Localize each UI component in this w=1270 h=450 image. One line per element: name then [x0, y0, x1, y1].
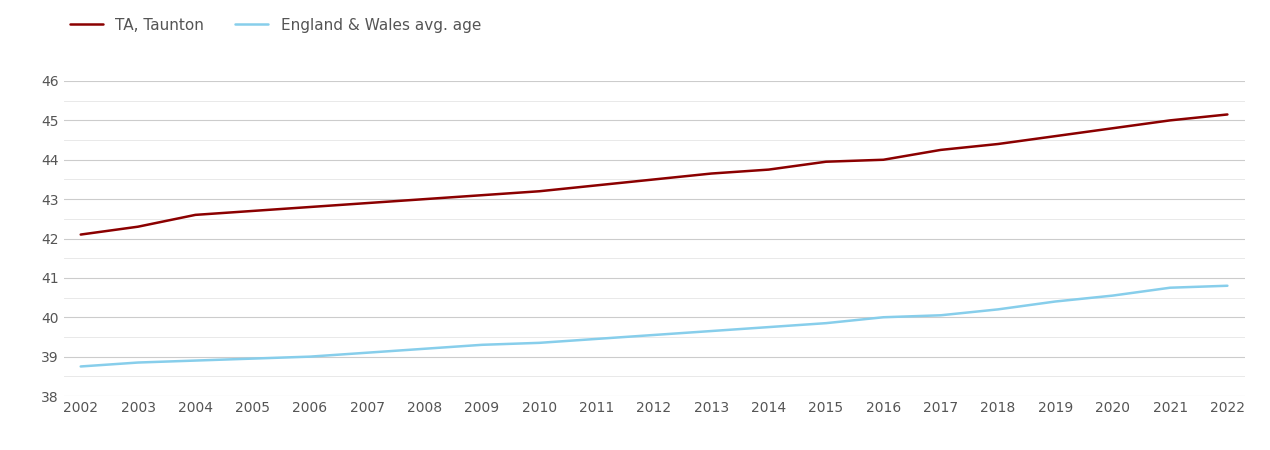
England & Wales avg. age	[704, 328, 719, 334]
Line: TA, Taunton: TA, Taunton	[81, 114, 1227, 234]
England & Wales avg. age	[532, 340, 547, 346]
England & Wales avg. age	[245, 356, 260, 361]
TA, Taunton	[302, 204, 318, 210]
England & Wales avg. age	[646, 332, 662, 338]
TA, Taunton	[188, 212, 203, 218]
England & Wales avg. age	[1048, 299, 1063, 304]
England & Wales avg. age	[1219, 283, 1234, 288]
England & Wales avg. age	[761, 324, 776, 330]
England & Wales avg. age	[991, 307, 1006, 312]
TA, Taunton	[475, 193, 490, 198]
TA, Taunton	[74, 232, 89, 237]
England & Wales avg. age	[131, 360, 146, 365]
England & Wales avg. age	[74, 364, 89, 369]
TA, Taunton	[818, 159, 833, 164]
TA, Taunton	[991, 141, 1006, 147]
TA, Taunton	[1105, 126, 1120, 131]
TA, Taunton	[131, 224, 146, 230]
TA, Taunton	[704, 171, 719, 176]
TA, Taunton	[1048, 133, 1063, 139]
England & Wales avg. age	[417, 346, 432, 351]
England & Wales avg. age	[302, 354, 318, 359]
England & Wales avg. age	[818, 320, 833, 326]
TA, Taunton	[532, 189, 547, 194]
TA, Taunton	[646, 177, 662, 182]
TA, Taunton	[761, 167, 776, 172]
England & Wales avg. age	[475, 342, 490, 347]
Line: England & Wales avg. age: England & Wales avg. age	[81, 286, 1227, 366]
England & Wales avg. age	[188, 358, 203, 363]
TA, Taunton	[933, 147, 949, 153]
England & Wales avg. age	[1162, 285, 1177, 290]
TA, Taunton	[589, 183, 605, 188]
England & Wales avg. age	[359, 350, 375, 356]
England & Wales avg. age	[589, 336, 605, 342]
TA, Taunton	[417, 196, 432, 202]
TA, Taunton	[876, 157, 892, 162]
TA, Taunton	[1219, 112, 1234, 117]
Legend: TA, Taunton, England & Wales avg. age: TA, Taunton, England & Wales avg. age	[64, 12, 488, 39]
TA, Taunton	[359, 200, 375, 206]
TA, Taunton	[1162, 117, 1177, 123]
England & Wales avg. age	[876, 315, 892, 320]
TA, Taunton	[245, 208, 260, 214]
England & Wales avg. age	[933, 313, 949, 318]
England & Wales avg. age	[1105, 293, 1120, 298]
